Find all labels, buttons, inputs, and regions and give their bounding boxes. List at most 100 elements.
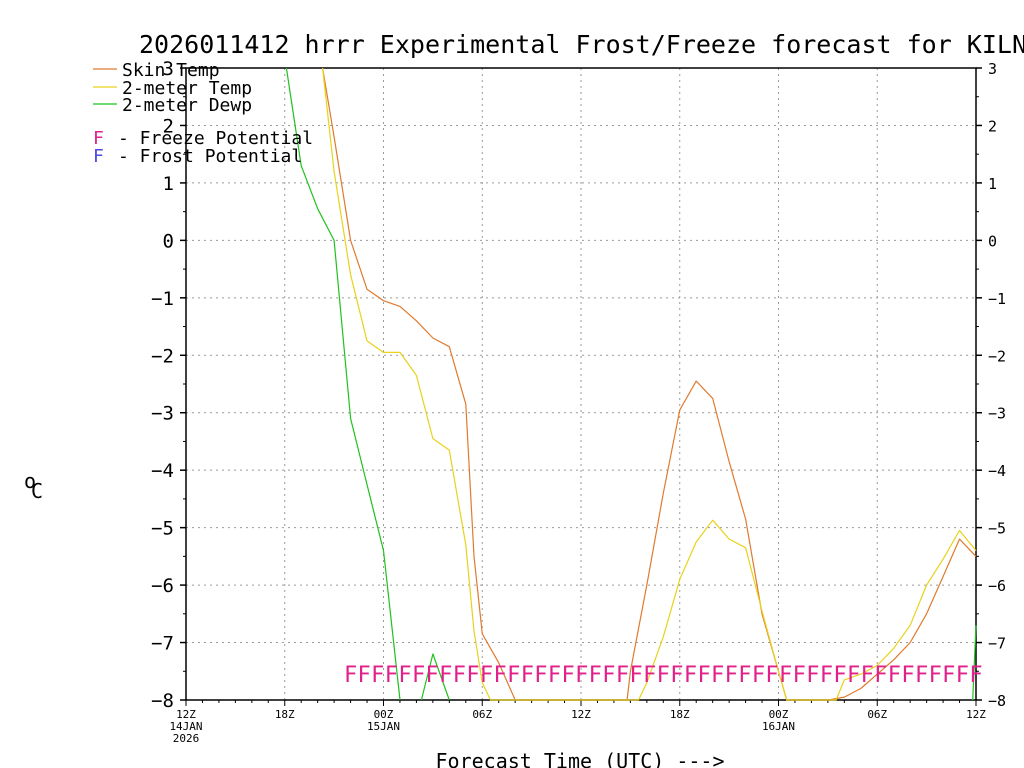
freeze-flag: F xyxy=(779,663,792,688)
legend-freeze-text: - Freeze Potential xyxy=(118,128,313,149)
freeze-flag: F xyxy=(793,663,806,688)
series-2-meter-dewp xyxy=(420,653,450,701)
x-tick-label: 00Z xyxy=(374,708,394,721)
freeze-flag: F xyxy=(344,663,357,688)
y-tick-label-left: −3 xyxy=(151,403,174,425)
y-tick-label-left: 0 xyxy=(163,230,174,252)
legend-frost-text: - Frost Potential xyxy=(118,146,302,167)
y-tick-label-left: −1 xyxy=(151,288,174,310)
freeze-flag: F xyxy=(738,663,751,688)
series-2-meter-dewp xyxy=(285,67,401,701)
freeze-flag: F xyxy=(521,663,534,688)
y-tick-label-right: −8 xyxy=(988,692,1006,710)
freeze-flag: F xyxy=(561,663,574,688)
freeze-flag: F xyxy=(616,663,629,688)
y-tick-label-left: −8 xyxy=(151,690,174,712)
freeze-flag: F xyxy=(861,663,874,688)
x-tick-label: 06Z xyxy=(867,708,887,721)
freeze-flag: F xyxy=(412,663,425,688)
legend-2m-dewp: 2-meter Dewp xyxy=(122,95,252,116)
chart-title: 2026011412 hrrr Experimental Frost/Freez… xyxy=(139,30,1024,59)
grid-lines xyxy=(186,68,976,700)
freeze-flag: F xyxy=(453,663,466,688)
y-tick-label-left: 2 xyxy=(163,115,174,137)
freeze-flag: F xyxy=(629,663,642,688)
freeze-flag: F xyxy=(575,663,588,688)
y-tick-label-right: 3 xyxy=(988,60,997,78)
y-tick-label-right: −2 xyxy=(988,347,1006,365)
freeze-flag: F xyxy=(589,663,602,688)
y-tick-label-left: 3 xyxy=(163,58,174,80)
y-tick-label-right: −1 xyxy=(988,290,1006,308)
y-tick-label-left: −6 xyxy=(151,575,174,597)
freeze-flag: F xyxy=(684,663,697,688)
y-tick-label-left: −4 xyxy=(151,460,174,482)
freeze-flag: F xyxy=(494,663,507,688)
freeze-flag: F xyxy=(371,663,384,688)
x-tick-label: 12Z xyxy=(176,708,196,721)
freeze-flag: F xyxy=(643,663,656,688)
freeze-flag: F xyxy=(929,663,942,688)
y-tick-label-right: 0 xyxy=(988,232,997,250)
freeze-flag: F xyxy=(385,663,398,688)
freeze-flag: F xyxy=(602,663,615,688)
y-axis-label-degree: o xyxy=(24,469,36,493)
series-skin-temp xyxy=(322,67,977,701)
freeze-flag: F xyxy=(969,663,982,688)
y-tick-label-right: −6 xyxy=(988,577,1006,595)
x-tick-label: 12Z xyxy=(571,708,591,721)
y-tick-label-right: −5 xyxy=(988,520,1006,538)
freeze-flag: F xyxy=(711,663,724,688)
legend-frost-letter: F xyxy=(93,146,104,167)
y-tick-label-left: 1 xyxy=(163,173,174,195)
freeze-flag: F xyxy=(480,663,493,688)
freeze-flag: F xyxy=(820,663,833,688)
legend-freeze-letter: F xyxy=(93,128,104,149)
freeze-flag: F xyxy=(725,663,738,688)
y-axis-right: 3 2 1 0 −1 −2 −3 −4 −5 −6 −7 −8 xyxy=(976,60,1006,710)
freeze-flag: F xyxy=(548,663,561,688)
freeze-flag: F xyxy=(752,663,765,688)
x-tick-label: 12Z xyxy=(966,708,986,721)
freeze-flag: F xyxy=(833,663,846,688)
freeze-flag: F xyxy=(806,663,819,688)
y-tick-label-right: 1 xyxy=(988,175,997,193)
freeze-flag: F xyxy=(398,663,411,688)
y-tick-label-right: −3 xyxy=(988,405,1006,423)
freeze-flag: F xyxy=(670,663,683,688)
y-axis-label: C xyxy=(31,479,43,503)
y-tick-label-right: 2 xyxy=(988,117,997,135)
y-tick-label-right: −4 xyxy=(988,462,1006,480)
freeze-flag: F xyxy=(358,663,371,688)
legend: Skin Temp 2-meter Temp 2-meter Dewp F - … xyxy=(93,60,313,167)
series-2-meter-dewp xyxy=(972,625,977,701)
y-tick-label-left: −7 xyxy=(151,633,174,655)
freeze-flag: F xyxy=(507,663,520,688)
y-axis-left: 3 2 1 0 −1 −2 −3 −4 −5 −6 −7 −8 xyxy=(151,58,186,712)
freeze-flag: F xyxy=(657,663,670,688)
y-tick-label-right: −7 xyxy=(988,635,1006,653)
freeze-flag: F xyxy=(534,663,547,688)
x-tick-date: 16JAN xyxy=(762,720,795,733)
plot-frame xyxy=(185,67,977,701)
freeze-flag: F xyxy=(765,663,778,688)
x-tick-label: 18Z xyxy=(275,708,295,721)
freeze-flag: F xyxy=(888,663,901,688)
freeze-flag: F xyxy=(956,663,969,688)
x-tick-date: 14JAN xyxy=(169,720,202,733)
freeze-flag: F xyxy=(915,663,928,688)
series-lines xyxy=(285,67,977,701)
legend-skin-temp: Skin Temp xyxy=(122,60,220,81)
x-axis-label: Forecast Time (UTC) ---> xyxy=(436,749,725,768)
legend-2m-temp: 2-meter Temp xyxy=(122,78,252,99)
freeze-flag: F xyxy=(426,663,439,688)
freeze-flag: F xyxy=(439,663,452,688)
freeze-flag: F xyxy=(466,663,479,688)
freeze-flag: F xyxy=(901,663,914,688)
x-tick-year: 2026 xyxy=(173,732,200,745)
x-tick-label: 00Z xyxy=(769,708,789,721)
y-tick-label-left: −2 xyxy=(151,345,174,367)
y-tick-label-left: −5 xyxy=(151,518,174,540)
